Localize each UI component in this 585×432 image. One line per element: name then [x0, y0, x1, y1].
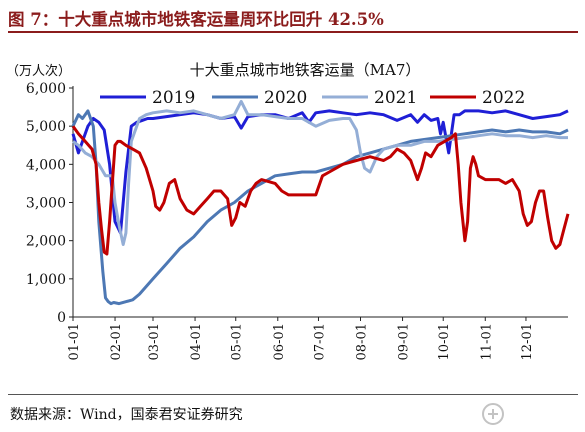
chart-title: 十大重点城市地铁客运量（MA7） [190, 61, 421, 79]
source-note: 数据来源：Wind，国泰君安证券研究 [10, 407, 243, 423]
series-lines [71, 99, 570, 306]
line-chart: 十大重点城市地铁客运量（MA7） （万人次） 0 1,000 2,000 3,000 4… [6, 61, 570, 360]
y-tick-label: 6,000 [26, 81, 66, 97]
legend-label-2021: 2021 [374, 88, 417, 108]
watermark-logo [482, 403, 504, 425]
y-tick-label: 5,000 [26, 119, 66, 135]
legend-label-2019: 2019 [152, 88, 195, 108]
y-axis-label: （万人次） [6, 63, 71, 79]
x-tick-label: 12-01 [520, 323, 535, 360]
series-line-2022 [71, 125, 570, 256]
y-tick-label: 4,000 [26, 157, 66, 173]
title-rule [8, 31, 578, 33]
x-tick-label: 06-01 [272, 323, 287, 360]
source-rule [8, 394, 578, 395]
x-tick-label: 03-01 [147, 323, 162, 360]
y-tick-label: 2,000 [26, 234, 66, 250]
x-tick-label: 11-01 [479, 323, 494, 360]
x-tick-label: 07-01 [312, 323, 327, 360]
series-line-2020 [71, 109, 569, 306]
y-tick-label: 0 [57, 310, 66, 326]
x-tick-label: 10-01 [437, 323, 452, 360]
x-tick-label: 05-01 [230, 323, 245, 360]
x-tick-label: 02-01 [109, 323, 124, 360]
legend-label-2020: 2020 [264, 88, 307, 108]
page-title: 图 7：十大重点城市地铁客运量周环比回升 42.5% [8, 10, 384, 29]
legend-label-2022: 2022 [482, 88, 525, 108]
x-tick-label: 01-01 [67, 323, 82, 360]
x-tick-label: 04-01 [189, 323, 204, 360]
y-tick-label: 3,000 [26, 196, 66, 212]
axes: 0 1,000 2,000 3,000 4,000 5,000 6,000 01-01 02-0… [26, 81, 568, 360]
x-tick-label: 09-01 [397, 323, 412, 360]
x-tick-label: 08-01 [355, 323, 370, 360]
legend: 2019 2020 2021 2022 [100, 88, 525, 108]
y-tick-label: 1,000 [26, 272, 66, 288]
